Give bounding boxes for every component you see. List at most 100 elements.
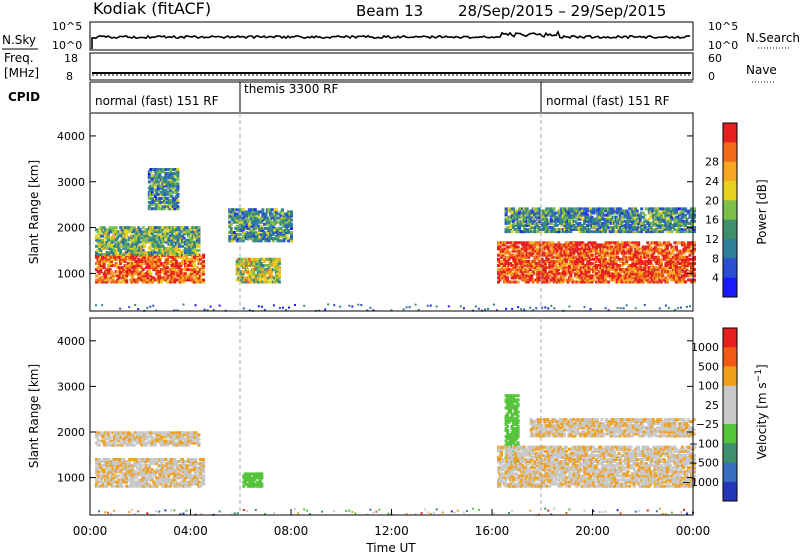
ground-scatter-cell bbox=[535, 307, 537, 309]
echo-cell bbox=[670, 230, 673, 233]
echo-cell bbox=[667, 207, 670, 210]
echo-cell bbox=[166, 281, 169, 284]
nsky-trace bbox=[92, 32, 690, 49]
echo-cell bbox=[236, 208, 239, 211]
echo-cell bbox=[669, 270, 672, 273]
ground-scatter-cell bbox=[327, 303, 329, 305]
ground-scatter-cell bbox=[511, 308, 513, 310]
ground-scatter-cell bbox=[493, 304, 495, 306]
echo-cell bbox=[530, 274, 533, 277]
echo-cell bbox=[500, 260, 503, 263]
ground-scatter-cell bbox=[128, 306, 130, 308]
colorbar-swatch bbox=[723, 200, 737, 220]
ground-scatter-cell bbox=[149, 306, 151, 308]
colorbar-swatch bbox=[723, 239, 737, 259]
ground-scatter-cell bbox=[348, 305, 350, 307]
echo-cell bbox=[246, 219, 249, 222]
ground-scatter-cell bbox=[351, 306, 353, 308]
echo-cell bbox=[604, 207, 607, 210]
echo-cell bbox=[186, 226, 189, 229]
echo-cell bbox=[527, 260, 530, 263]
ground-scatter-cell bbox=[357, 304, 359, 306]
echo-cell bbox=[119, 281, 122, 284]
freq-left-label-line2: [MHz] bbox=[4, 66, 39, 80]
ground-scatter-cell bbox=[689, 305, 691, 307]
echo-cell bbox=[591, 241, 594, 244]
echo-cell bbox=[166, 266, 169, 269]
ground-scatter-cell bbox=[605, 307, 607, 309]
echo-cell bbox=[151, 207, 154, 210]
nsky-left-label: N.Sky bbox=[2, 33, 36, 47]
ground-scatter-cell bbox=[623, 307, 625, 309]
echo-cell bbox=[517, 281, 520, 284]
ground-scatter-cell bbox=[430, 305, 432, 307]
echo-cell bbox=[198, 249, 201, 252]
echo-cell bbox=[678, 241, 681, 244]
echo-cell bbox=[107, 276, 110, 279]
echo-cell bbox=[636, 210, 639, 213]
echo-cell bbox=[176, 193, 179, 196]
echo-cell bbox=[600, 243, 603, 246]
echo-cell bbox=[615, 260, 618, 263]
cpid-segment-2: themis 3300 RF bbox=[244, 82, 338, 96]
ground-scatter-cell bbox=[436, 306, 438, 308]
echo-cell bbox=[548, 226, 551, 229]
colorbar-swatch bbox=[723, 162, 737, 182]
echo-cell bbox=[142, 226, 145, 229]
echo-cell bbox=[263, 258, 266, 261]
echo-cell bbox=[140, 230, 143, 233]
ground-scatter-cell bbox=[659, 307, 661, 309]
ground-scatter-cell bbox=[541, 307, 543, 309]
echo-cell bbox=[290, 210, 293, 213]
echo-cell bbox=[236, 225, 239, 228]
ground-scatter-cell bbox=[568, 306, 570, 308]
echo-cell bbox=[594, 241, 597, 244]
ground-scatter-cell bbox=[460, 305, 462, 307]
ground-scatter-cell bbox=[409, 306, 411, 308]
echo-cell bbox=[588, 241, 591, 244]
echo-cell bbox=[112, 272, 115, 275]
echo-cell bbox=[151, 174, 154, 177]
echo-cell bbox=[511, 281, 514, 284]
ground-scatter-cell bbox=[279, 307, 281, 309]
nsky-right-tick-bottom: 10^0 bbox=[708, 39, 738, 52]
ground-scatter-cell bbox=[635, 307, 637, 309]
echo-cell bbox=[160, 197, 163, 200]
echo-cell bbox=[179, 230, 182, 233]
echo-cell bbox=[139, 241, 142, 244]
echo-cell bbox=[112, 485, 115, 488]
nsky-right-label: N.Search bbox=[746, 31, 800, 45]
echo-cell bbox=[164, 168, 167, 171]
echo-cell bbox=[103, 253, 106, 256]
station-title: Kodiak (fitACF) bbox=[93, 0, 211, 18]
echo-cell bbox=[575, 241, 578, 244]
power-cbar-label: Power [dB] bbox=[755, 179, 769, 244]
ground-scatter-cell bbox=[261, 306, 263, 308]
echo-cell bbox=[535, 207, 538, 210]
echo-cell bbox=[267, 281, 270, 284]
echo-cell bbox=[118, 474, 121, 477]
echo-cell bbox=[166, 232, 169, 235]
ground-scatter-cell bbox=[152, 305, 154, 307]
echo-cell bbox=[578, 222, 581, 225]
ground-scatter-cell bbox=[584, 306, 586, 308]
colorbar-tick-label: 28 bbox=[705, 156, 719, 169]
ground-scatter-cell bbox=[243, 307, 245, 309]
ground-scatter-cell bbox=[303, 305, 305, 307]
echo-cell bbox=[272, 237, 275, 240]
ground-scatter-cell bbox=[547, 307, 549, 309]
ground-scatter-cell bbox=[369, 307, 371, 309]
echo-cell bbox=[287, 229, 290, 232]
echo-cell bbox=[230, 227, 233, 230]
echo-cell bbox=[142, 268, 145, 271]
echo-cell bbox=[106, 228, 109, 231]
ground-scatter-cell bbox=[403, 308, 405, 310]
echo-cell bbox=[661, 207, 664, 210]
echo-cell bbox=[290, 219, 293, 222]
ground-scatter-cell bbox=[204, 309, 206, 311]
ground-scatter-cell bbox=[273, 304, 275, 306]
echo-cell bbox=[101, 239, 104, 242]
echo-cell bbox=[675, 246, 678, 249]
ground-scatter-cell bbox=[644, 304, 646, 306]
ground-scatter-cell bbox=[146, 307, 148, 309]
